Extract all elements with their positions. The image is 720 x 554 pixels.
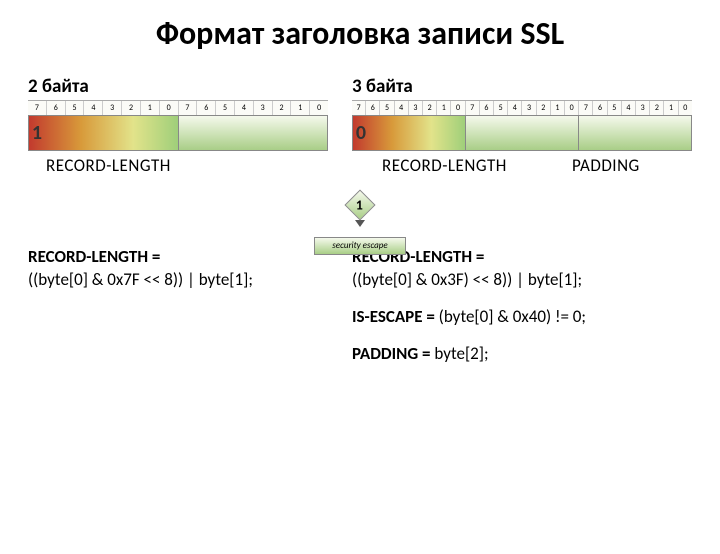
- diagram-columns: 2 байта 7 6 5 4 3 2 1 0 7 6 5 4 3 2 1 0 …: [0, 75, 720, 176]
- right-bit-cell: [579, 116, 691, 150]
- right-byte-1: [466, 116, 579, 150]
- bit-label: 2: [122, 101, 141, 115]
- right-bit-cell: [466, 116, 578, 150]
- diamond-value: 1: [356, 196, 363, 213]
- right-subtitle: 3 байта: [352, 75, 692, 98]
- bit-label: 6: [366, 101, 380, 115]
- bit-label: 7: [28, 101, 47, 115]
- bit-label: 3: [254, 101, 273, 115]
- escape-indicator: 1 security escape: [342, 194, 378, 255]
- bit-label: 5: [494, 101, 508, 115]
- bit-label: 6: [197, 101, 216, 115]
- right-labels: RECORD-LENGTH PADDING: [352, 155, 692, 176]
- right-formulas: RECORD-LENGTH = ((byte[0] & 0x3F) << 8))…: [352, 246, 692, 380]
- left-labels: RECORD-LENGTH: [28, 155, 328, 176]
- bit-label: 0: [160, 101, 179, 115]
- left-record-length-label: RECORD-LENGTH: [46, 155, 171, 176]
- arrow-down-icon: [355, 220, 365, 227]
- right-escape-formula: IS-ESCAPE = (byte[0] & 0x40) != 0;: [352, 306, 692, 329]
- bit-label: 4: [84, 101, 103, 115]
- page-title: Формат заголовка записи SSL: [0, 14, 720, 53]
- bit-label: 1: [141, 101, 160, 115]
- formula-body: ((byte[0] & 0x7F << 8)) | byte[1];: [28, 269, 253, 290]
- right-bit-cell: [369, 116, 465, 150]
- bit-label: 1: [437, 101, 451, 115]
- bit-label: 2: [273, 101, 292, 115]
- bit-label: 1: [664, 101, 678, 115]
- two-byte-column: 2 байта 7 6 5 4 3 2 1 0 7 6 5 4 3 2 1 0 …: [28, 75, 328, 176]
- bit-label: 7: [352, 101, 366, 115]
- bit-label: 3: [522, 101, 536, 115]
- bit-label: 4: [622, 101, 636, 115]
- right-first-bit: 0: [353, 116, 369, 150]
- bit-label: 4: [235, 101, 254, 115]
- bit-label: 3: [103, 101, 122, 115]
- bit-label: 3: [409, 101, 423, 115]
- bit-label: 3: [636, 101, 650, 115]
- bit-label: 5: [608, 101, 622, 115]
- diamond-icon: 1: [344, 189, 375, 220]
- bit-label: 7: [466, 101, 480, 115]
- right-byte-0: 0: [353, 116, 466, 150]
- bit-label: 1: [551, 101, 565, 115]
- three-byte-column: 3 байта 7 6 5 4 3 2 1 0 7 6 5 4 3 2 1 0 …: [352, 75, 692, 176]
- left-bit-cell: [45, 116, 178, 150]
- bit-label: 5: [66, 101, 85, 115]
- bit-label: 4: [395, 101, 409, 115]
- formulas-row: RECORD-LENGTH = ((byte[0] & 0x7F << 8)) …: [0, 246, 720, 380]
- bit-label: 5: [380, 101, 394, 115]
- left-byte-row: 1: [28, 115, 328, 151]
- formula-title: RECORD-LENGTH =: [28, 246, 160, 267]
- bit-label: 2: [650, 101, 664, 115]
- left-formulas: RECORD-LENGTH = ((byte[0] & 0x7F << 8)) …: [28, 246, 328, 380]
- right-bit-header: 7 6 5 4 3 2 1 0 7 6 5 4 3 2 1 0 7 6 5 4 …: [352, 100, 692, 116]
- security-escape-label: security escape: [314, 237, 406, 255]
- bit-label: 0: [565, 101, 579, 115]
- bit-label: 6: [593, 101, 607, 115]
- bit-label: 4: [508, 101, 522, 115]
- right-padding-label: PADDING: [572, 155, 640, 176]
- left-first-bit: 1: [29, 116, 45, 150]
- right-padding-formula: PADDING = byte[2];: [352, 343, 692, 366]
- bit-label: 0: [679, 101, 692, 115]
- left-byte-0: 1: [29, 116, 179, 150]
- right-byte-2: [579, 116, 691, 150]
- left-record-length-formula: RECORD-LENGTH = ((byte[0] & 0x7F << 8)) …: [28, 246, 328, 292]
- bit-label: 6: [480, 101, 494, 115]
- left-bit-cell: [179, 116, 328, 150]
- bit-label: 5: [216, 101, 235, 115]
- left-subtitle: 2 байта: [28, 75, 328, 98]
- left-bit-header: 7 6 5 4 3 2 1 0 7 6 5 4 3 2 1 0: [28, 100, 328, 116]
- bit-label: 2: [423, 101, 437, 115]
- bit-label: 7: [579, 101, 593, 115]
- bit-label: 6: [47, 101, 66, 115]
- formula-body: ((byte[0] & 0x3F) << 8)) | byte[1];: [352, 269, 582, 290]
- bit-label: 1: [291, 101, 310, 115]
- bit-label: 7: [179, 101, 198, 115]
- bit-label: 2: [537, 101, 551, 115]
- right-byte-row: 0: [352, 115, 692, 151]
- right-record-length-label: RECORD-LENGTH: [382, 155, 572, 176]
- bit-label: 0: [451, 101, 465, 115]
- left-byte-1: [179, 116, 328, 150]
- bit-label: 0: [310, 101, 328, 115]
